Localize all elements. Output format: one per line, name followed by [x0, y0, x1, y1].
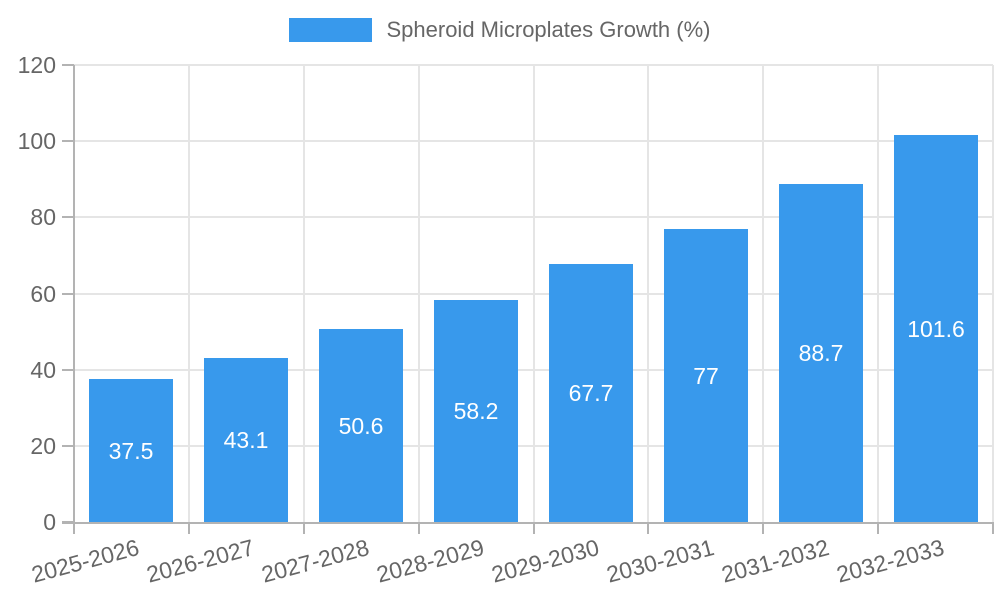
x-gridline: [418, 65, 420, 522]
bar-value-label: 50.6: [338, 413, 384, 439]
y-axis-tick-label: 80: [30, 204, 56, 230]
x-axis-category-label: 2027-2028: [258, 534, 372, 588]
bar-value-label: 88.7: [798, 340, 844, 366]
x-axis-category-label: 2025-2026: [29, 534, 143, 588]
legend-label: Spheroid Microplates Growth (%): [386, 17, 711, 42]
y-axis-tick: [62, 64, 74, 66]
y-axis-tick: [62, 140, 74, 142]
legend-item[interactable]: Spheroid Microplates Growth (%): [0, 17, 1000, 43]
x-axis-category-label: 2029-2030: [488, 534, 602, 588]
y-axis-tick: [62, 445, 74, 447]
y-axis-tick-label: 120: [17, 52, 56, 78]
x-gridline: [762, 65, 764, 522]
x-axis-category-label: 2026-2027: [144, 534, 258, 588]
y-axis-tick: [62, 216, 74, 218]
x-axis-tick: [303, 522, 305, 534]
bar[interactable]: [549, 264, 633, 522]
x-axis-category-label: 2032-2033: [833, 534, 947, 588]
y-axis-tick-label: 20: [30, 433, 56, 459]
bar-value-label: 37.5: [108, 438, 154, 464]
x-gridline: [877, 65, 879, 522]
x-axis-tick: [992, 522, 994, 534]
bar[interactable]: [319, 329, 403, 522]
x-gridline: [188, 65, 190, 522]
x-axis-category-label: 2030-2031: [603, 534, 717, 588]
bar[interactable]: [894, 135, 978, 522]
bar[interactable]: [779, 184, 863, 522]
x-axis-category-label: 2028-2029: [373, 534, 487, 588]
bar-value-label: 43.1: [223, 427, 269, 453]
x-gridline: [992, 65, 994, 522]
y-axis-line: [73, 65, 75, 534]
bar[interactable]: [434, 300, 518, 522]
x-axis-tick: [762, 522, 764, 534]
x-axis-tick: [533, 522, 535, 534]
x-axis-tick: [647, 522, 649, 534]
bar[interactable]: [664, 229, 748, 522]
bar[interactable]: [204, 358, 288, 522]
bar-value-label: 67.7: [568, 380, 614, 406]
y-axis-tick-label: 100: [17, 128, 56, 154]
x-gridline: [647, 65, 649, 522]
y-axis-tick-label: 40: [30, 357, 56, 383]
bar-value-label: 58.2: [453, 398, 499, 424]
y-axis-tick-label: 60: [30, 281, 56, 307]
x-axis-tick: [188, 522, 190, 534]
x-axis-tick: [418, 522, 420, 534]
bar[interactable]: [89, 379, 173, 522]
y-axis-tick-label: 0: [43, 509, 56, 535]
x-axis-category-label: 2031-2032: [718, 534, 832, 588]
x-gridline: [533, 65, 535, 522]
y-axis-tick: [62, 293, 74, 295]
x-gridline: [303, 65, 305, 522]
y-axis-tick: [62, 369, 74, 371]
x-axis-tick: [877, 522, 879, 534]
legend-swatch: [289, 18, 373, 42]
bar-value-label: 77: [693, 363, 719, 389]
bar-value-label: 101.6: [907, 316, 965, 342]
x-axis-line: [62, 522, 993, 524]
